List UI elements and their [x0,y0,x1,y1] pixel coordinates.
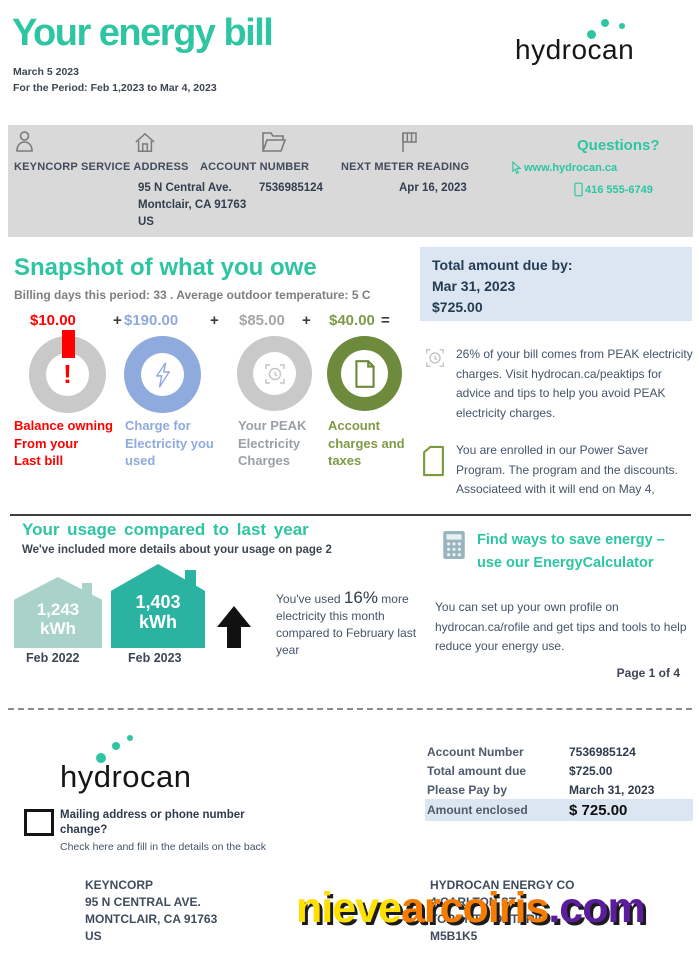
table-row: Account Number 7536985124 [427,744,636,759]
calculator-icon [443,531,465,564]
label-balance-owing: Balance owning From your Last bill [14,418,113,468]
cursor-icon [512,161,522,174]
donut-peak-charges [237,336,312,411]
lightning-icon [124,336,201,413]
amount-peak: $85.00 [239,312,285,329]
total-due-label: Total amount due by: [432,257,573,273]
flag-icon [399,131,419,158]
page-indicator: Page 1 of 4 [616,666,680,680]
payee-address: HYDROCAN ENERGY CO 4 CARLTON ST TORONTO O… [430,878,575,943]
watermark: nievearcoiris.com [296,884,646,932]
donut-account-charges [327,336,402,411]
plus-operator: + [302,312,311,329]
usage-subtext: We've included more details about your u… [22,544,332,556]
donut-balance-owing: ! [29,330,106,413]
usage-heading: Your usage compared to last year [22,520,309,539]
address-change-note: Check here and fill in the details on th… [60,841,267,853]
logo-wordmark: hydrocan [515,34,635,65]
equals-operator: = [381,312,390,329]
logo-dot-icon [619,23,625,29]
phone-link[interactable]: 416 555-6749 [574,182,653,197]
account-number-value: 7536985124 [259,182,323,194]
logo-dot-icon [96,753,106,763]
usage-comparison-text: You've used 16% more electricity this mo… [276,588,417,657]
logo-dot-icon [587,30,596,39]
amount-enclosed-row: Amount enclosed $ 725.00 [425,799,693,821]
plus-operator: + [210,312,219,329]
person-icon [14,130,35,158]
snapshot-heading: Snapshot of what you owe [14,254,317,281]
chimney [185,570,196,590]
house-label-2022: Feb 2022 [26,651,80,665]
total-amount-due-box: Total amount due by: Mar 31, 2023 $725.0… [420,247,692,321]
questions-heading: Questions? [577,137,660,154]
energy-calculator-link[interactable]: EnergyCalculator [533,555,654,571]
section-divider [10,514,691,516]
home-icon [134,132,156,159]
payer-address: KEYNCORP 95 N CENTRAL AVE. MONTCLAIR, CA … [85,878,218,943]
usage-house-2023: 1,403 kWh [111,564,205,648]
peak-note: 26% of your bill comes from PEAK electri… [456,347,693,420]
service-address-value: 95 N Central Ave. Montclair, CA 91763 US [138,182,247,228]
next-meter-reading-label: NEXT METER READING [341,161,470,173]
profile-note: You can set up your own profile on hydro… [435,600,687,653]
plus-operator: + [113,312,122,329]
power-saver-note: You are enrolled in our Power Saver Prog… [456,443,678,496]
logo-dot-icon [112,742,120,750]
account-info-band: KEYNCORP SERVICE ADDRESS ACCOUNT NUMBER … [8,125,693,237]
logo-dot-icon [601,19,609,27]
address-change-checkbox[interactable] [24,809,54,836]
total-due-date: Mar 31, 2023 [432,278,516,294]
label-account-charges: Account charges and taxes [328,418,405,468]
account-number-label: ACCOUNT NUMBER [200,161,310,173]
label-electricity-charge: Charge for Electricity you used [125,418,214,468]
usage-percent: 16% [343,588,378,607]
peak-clock-icon [424,347,446,374]
page-title: Your energy bill [12,12,274,54]
table-row: Please Pay by March 31, 2023 [427,782,655,797]
up-arrow-stem [227,626,241,648]
usage-house-2022: 1,243 kWh [14,577,102,648]
total-due-amount: $725.00 [432,299,483,315]
amount-electricity: $190.00 [124,312,179,329]
document-icon [327,336,402,411]
next-meter-reading-value: Apr 16, 2023 [399,182,467,194]
folder-icon [261,130,287,158]
up-arrow-icon [217,606,251,627]
logo-wordmark: hydrocan [60,759,192,794]
house-label-2023: Feb 2023 [128,651,182,665]
save-energy-line1: Find ways to save energy – [477,532,665,548]
hydrocan-logo-stub: hydrocan [60,727,230,797]
label-peak-charges: Your PEAK Electricity Charges [238,418,307,468]
save-energy-line2: use our EnergyCalculator [477,555,654,571]
peak-clock-icon [237,336,312,411]
payment-summary-table: Account Number 7536985124 Total amount du… [425,742,693,821]
exclamation-icon: ! [63,359,72,389]
perforation-line [8,708,692,710]
green-document-icon [421,444,446,482]
snapshot-subtext: Billing days this period: 33 . Average o… [14,288,371,302]
table-row: Total amount due $725.00 [427,763,613,778]
donut-electricity-charge [124,336,201,413]
address-change-title: Mailing address or phone number change? [60,809,245,836]
amount-balance: $10.00 [30,312,76,329]
logo-dot-icon [127,735,133,741]
amount-taxes: $40.00 [329,312,375,329]
billing-period: For the Period: Feb 1,2023 to Mar 4, 202… [13,82,217,94]
phone-icon [574,182,583,197]
bill-date: March 5 2023 [13,66,79,78]
hydrocan-logo: hydrocan [515,8,685,70]
website-link[interactable]: www.hydrocan.ca [511,161,617,174]
red-segment [62,330,75,358]
service-address-label: KEYNCORP SERVICE ADDRESS [14,161,189,173]
